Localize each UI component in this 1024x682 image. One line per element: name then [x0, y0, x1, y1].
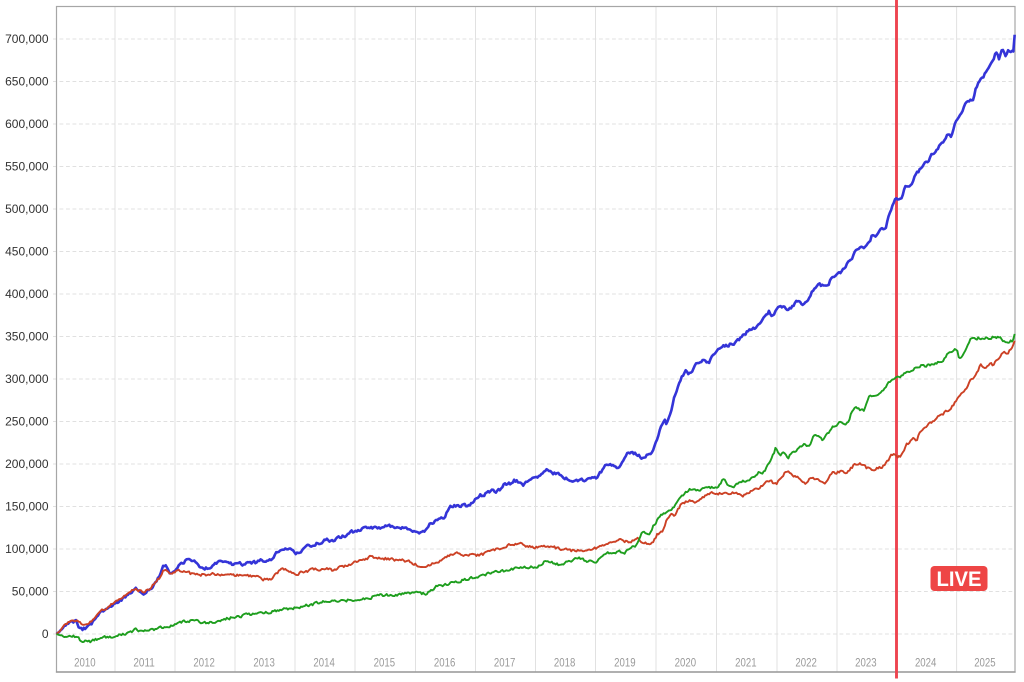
- svg-text:LIVE: LIVE: [937, 568, 982, 591]
- svg-text:2022: 2022: [795, 656, 817, 670]
- svg-text:650,000: 650,000: [5, 75, 49, 89]
- svg-text:700,000: 700,000: [5, 32, 49, 46]
- svg-text:2023: 2023: [855, 656, 877, 670]
- svg-text:50,000: 50,000: [12, 585, 49, 599]
- svg-text:2015: 2015: [374, 656, 396, 670]
- svg-text:500,000: 500,000: [5, 202, 49, 216]
- svg-text:150,000: 150,000: [5, 500, 49, 514]
- svg-text:2016: 2016: [434, 656, 456, 670]
- svg-text:2010: 2010: [74, 656, 96, 670]
- svg-text:2013: 2013: [253, 656, 275, 670]
- svg-text:2014: 2014: [313, 656, 335, 670]
- svg-text:2025: 2025: [974, 656, 996, 670]
- svg-text:2018: 2018: [554, 656, 576, 670]
- svg-text:600,000: 600,000: [5, 117, 49, 131]
- svg-text:0: 0: [42, 627, 49, 641]
- svg-text:2011: 2011: [133, 656, 155, 670]
- svg-text:550,000: 550,000: [5, 160, 49, 174]
- svg-text:2021: 2021: [735, 656, 757, 670]
- svg-text:450,000: 450,000: [5, 245, 49, 259]
- svg-text:200,000: 200,000: [5, 457, 49, 471]
- svg-text:300,000: 300,000: [5, 372, 49, 386]
- svg-text:2017: 2017: [494, 656, 516, 670]
- svg-text:2019: 2019: [614, 656, 636, 670]
- svg-text:2020: 2020: [675, 656, 697, 670]
- svg-text:100,000: 100,000: [5, 542, 49, 556]
- svg-text:400,000: 400,000: [5, 287, 49, 301]
- svg-text:250,000: 250,000: [5, 415, 49, 429]
- svg-text:2024: 2024: [915, 656, 937, 670]
- svg-text:2012: 2012: [193, 656, 215, 670]
- svg-text:350,000: 350,000: [5, 330, 49, 344]
